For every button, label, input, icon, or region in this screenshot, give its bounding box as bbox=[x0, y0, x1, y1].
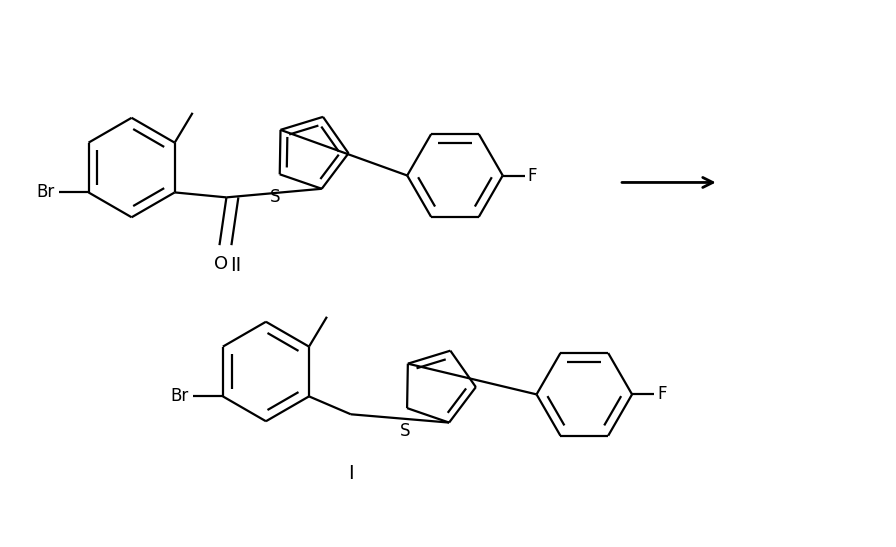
Text: I: I bbox=[348, 464, 353, 484]
Text: Br: Br bbox=[37, 183, 55, 201]
Text: F: F bbox=[657, 386, 667, 403]
Text: O: O bbox=[214, 255, 228, 273]
Text: S: S bbox=[400, 422, 410, 440]
Text: Br: Br bbox=[171, 387, 189, 405]
Text: F: F bbox=[528, 166, 537, 184]
Text: S: S bbox=[270, 188, 280, 206]
Text: II: II bbox=[230, 255, 242, 275]
